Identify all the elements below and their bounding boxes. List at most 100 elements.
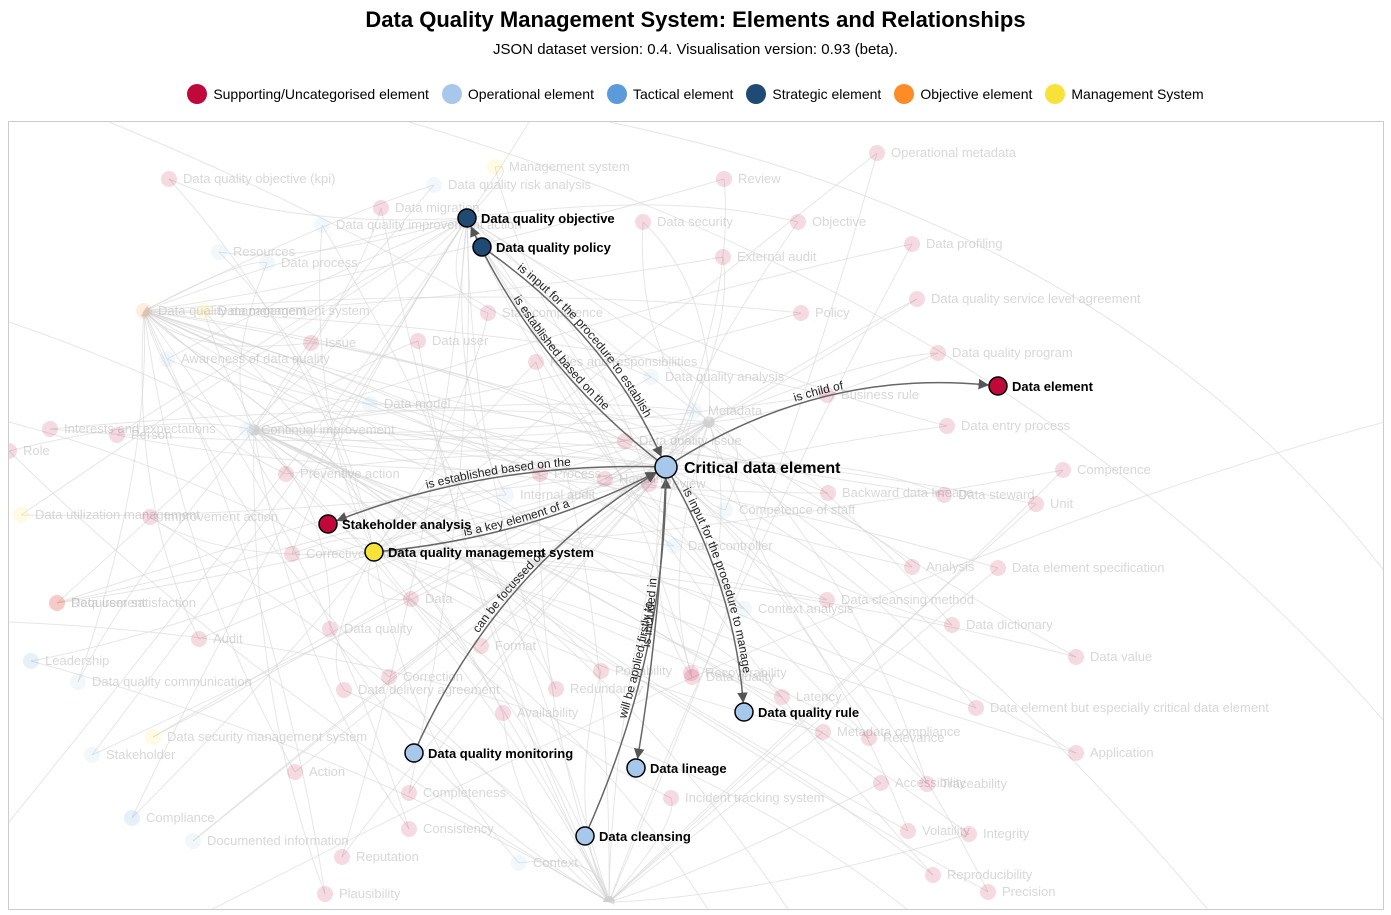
legend-item-tactical[interactable]: Tactical element [606, 84, 733, 104]
background-node[interactable]: Data profiling [904, 236, 1003, 252]
background-node[interactable]: Accessibility [873, 775, 966, 791]
relationship-edge[interactable] [634, 466, 667, 760]
background-node[interactable]: Data process [259, 255, 358, 271]
relationship-edge[interactable] [336, 465, 667, 522]
background-node[interactable]: Data delivery agreement [336, 682, 500, 698]
background-node[interactable]: Format [473, 638, 537, 654]
background-node[interactable]: Staff competence [480, 305, 603, 321]
background-node[interactable]: Data value [1068, 649, 1152, 665]
background-node[interactable]: Volatility [900, 823, 970, 839]
node-data-quality-management-system[interactable]: Data quality management system [364, 542, 594, 562]
background-node[interactable]: Data quality management [136, 303, 307, 319]
background-node[interactable]: Data quality objective (kpi) [161, 171, 335, 187]
background-node[interactable]: Data quality [322, 621, 413, 637]
background-node[interactable]: Operational metadata [869, 145, 1017, 161]
relationship-edge[interactable] [470, 226, 667, 468]
background-node[interactable]: Requirement [49, 595, 146, 611]
legend-item-operational[interactable]: Operational element [441, 84, 594, 104]
background-node[interactable]: Latency [774, 689, 842, 705]
background-node[interactable]: Preventive action [278, 466, 400, 482]
background-node[interactable]: Context analysis [736, 601, 854, 617]
relationship-edge[interactable] [665, 466, 748, 704]
background-node[interactable]: Portability [593, 663, 673, 679]
focus-node-critical-data-element[interactable]: Critical data element [654, 455, 841, 479]
background-node[interactable]: Objective [790, 214, 866, 230]
background-node[interactable]: Correction [381, 669, 463, 685]
legend-item-strategic[interactable]: Strategic element [746, 84, 881, 104]
background-node[interactable]: Redundancy [548, 681, 643, 697]
background-node[interactable]: Awareness of data quality [159, 351, 330, 367]
background-node[interactable]: Precision [980, 884, 1055, 900]
background-node[interactable]: Reproducibility [925, 867, 1033, 883]
background-node[interactable]: Application [1068, 745, 1154, 761]
background-node[interactable]: Internal audit [498, 487, 596, 503]
background-node[interactable]: Analysis [904, 559, 975, 575]
background-node[interactable]: Data quality communication [70, 674, 252, 690]
background-node[interactable]: Data quality program [930, 345, 1073, 361]
background-node[interactable]: Data quality [684, 669, 775, 685]
legend-item-management-system[interactable]: Management System [1045, 84, 1204, 104]
background-node[interactable]: Data element but especially critical dat… [968, 700, 1269, 716]
background-node[interactable]: Unit [1028, 496, 1074, 512]
node-data-element[interactable]: Data element [988, 376, 1094, 396]
background-node[interactable]: Continual improvement [239, 422, 395, 438]
background-node[interactable]: Data management system [196, 303, 370, 319]
node-data-quality-rule[interactable]: Data quality rule [734, 702, 859, 722]
background-node[interactable]: Data migration [373, 200, 480, 216]
background-node[interactable]: Documented information [185, 833, 349, 849]
background-node[interactable]: Data cleansing method [819, 592, 974, 608]
background-node[interactable]: Leadership [23, 653, 109, 669]
background-node[interactable]: Stakeholder [84, 747, 176, 763]
legend-item-supporting[interactable]: Supporting/Uncategorised element [187, 84, 429, 104]
background-node[interactable]: Review [641, 476, 706, 492]
node-data-quality-monitoring[interactable]: Data quality monitoring [404, 743, 573, 763]
background-node[interactable]: Data steward [936, 487, 1035, 503]
background-node[interactable]: Data element specification [990, 560, 1164, 576]
background-node[interactable]: Recoverability [683, 665, 787, 681]
background-node[interactable]: Data utilization management [13, 507, 200, 523]
graph-canvas[interactable]: Management system Operational metadata Dat… [8, 121, 1384, 910]
background-node[interactable]: Data quality analysis [643, 369, 785, 385]
background-node[interactable]: Review [716, 171, 781, 187]
relationship-edge[interactable] [665, 378, 990, 468]
background-node[interactable]: Backward data lineage [820, 485, 974, 501]
background-node[interactable]: Metadata [686, 403, 763, 419]
background-node[interactable]: Roles and responsibilities [528, 354, 698, 370]
background-node[interactable]: Data security [635, 214, 733, 230]
node-data-cleansing[interactable]: Data cleansing [575, 826, 691, 846]
background-node[interactable]: Incident tracking system [663, 790, 824, 806]
network-graph[interactable]: Management system Operational metadata Dat… [9, 122, 1384, 910]
background-node[interactable]: External audit [715, 249, 817, 265]
background-node[interactable]: Management system [487, 159, 630, 175]
relationship-edge[interactable] [413, 472, 657, 754]
background-node[interactable]: Data model [362, 396, 451, 412]
background-node[interactable]: Data dictionary [944, 617, 1053, 633]
background-node[interactable]: Competence [1055, 462, 1151, 478]
background-node[interactable]: Traceability [919, 776, 1007, 792]
node-data-quality-policy[interactable]: Data quality policy [472, 237, 612, 257]
node-stakeholder-analysis[interactable]: Stakeholder analysis [318, 514, 471, 534]
background-node[interactable]: Policy [793, 305, 850, 321]
background-node[interactable]: Interests and expectations [42, 421, 216, 437]
background-node[interactable]: Metadata compliance [815, 724, 961, 740]
background-node[interactable]: Context [511, 855, 578, 871]
background-node[interactable]: Completeness [401, 785, 507, 801]
background-node[interactable]: Person [109, 427, 172, 443]
legend-item-objective[interactable]: Objective element [894, 84, 1032, 104]
background-node[interactable]: Data security management system [145, 729, 367, 745]
background-node[interactable]: Role [9, 443, 50, 459]
background-node[interactable]: Competence of staff [717, 502, 855, 518]
background-node[interactable]: Improvement action [142, 509, 278, 525]
background-node[interactable]: Action [287, 764, 345, 780]
background-node[interactable]: Compliance [124, 810, 215, 826]
background-node[interactable]: Plausibility [317, 886, 401, 902]
background-node[interactable]: Data controller [666, 538, 773, 554]
background-node[interactable]: Relevance [861, 730, 944, 746]
background-node[interactable]: Data quality service level agreement [909, 291, 1141, 307]
background-node[interactable]: Availability [495, 705, 579, 721]
background-node[interactable]: Integrity [961, 826, 1030, 842]
background-node[interactable]: Data user satisfaction [49, 595, 196, 611]
node-data-lineage[interactable]: Data lineage [626, 758, 727, 778]
background-node[interactable]: Audit [191, 631, 243, 647]
background-node[interactable]: Resources [211, 244, 296, 260]
